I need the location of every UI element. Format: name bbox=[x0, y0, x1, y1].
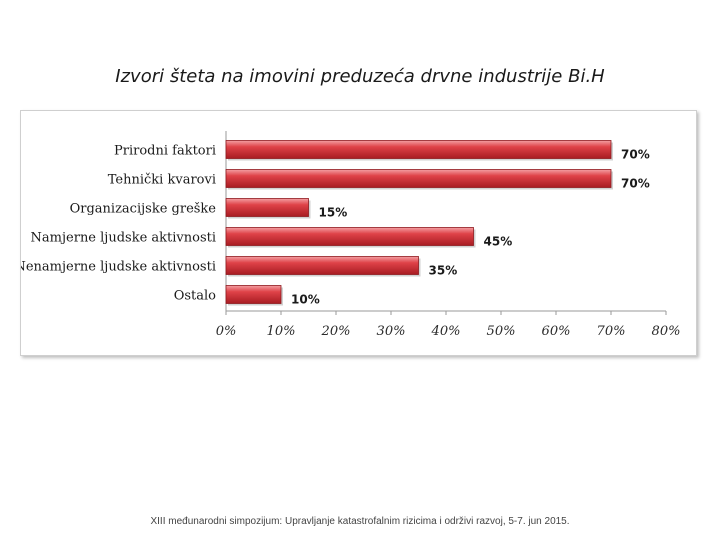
bar-chart: 0% 10% 20% 30% 40% 50% 60% 70% 80% Prirodni fakto… bbox=[21, 131, 681, 339]
category-label: Prirodni faktori bbox=[114, 144, 216, 159]
chart-frame: 0% 10% 20% 30% 40% 50% 60% 70% 80% Prirodni fakto… bbox=[20, 110, 697, 356]
bar bbox=[225, 227, 474, 246]
bar bbox=[225, 256, 419, 275]
x-tick-label: 20% bbox=[321, 324, 351, 339]
x-tick-label: 80% bbox=[652, 324, 681, 339]
footer-citation: XIII međunarodni simpozijum: Upravljanje… bbox=[150, 516, 570, 527]
bar bbox=[225, 169, 612, 188]
category-label: Tehnički kvarovi bbox=[108, 173, 216, 188]
x-tick-label: 30% bbox=[377, 324, 406, 339]
data-label: 70% bbox=[621, 177, 650, 191]
category-label: Organizacijske greške bbox=[70, 202, 217, 217]
x-tick-label: 10% bbox=[267, 324, 296, 339]
x-tick-label: 60% bbox=[542, 324, 571, 339]
data-label: 45% bbox=[484, 235, 513, 249]
x-tick-label: 0% bbox=[216, 324, 237, 339]
bar bbox=[225, 285, 282, 304]
category-label: Nenamjerne ljudske aktivnosti bbox=[21, 260, 216, 275]
slide-title: Izvori šteta na imovini preduzeća drvne … bbox=[115, 66, 605, 87]
x-tick-label: 50% bbox=[487, 324, 516, 339]
bar bbox=[225, 140, 612, 159]
x-tick-label: 70% bbox=[597, 324, 626, 339]
bar bbox=[225, 198, 309, 217]
data-label: 15% bbox=[319, 206, 348, 220]
x-tick-label: 40% bbox=[431, 324, 461, 339]
data-label: 35% bbox=[429, 264, 458, 278]
data-label: 10% bbox=[291, 293, 320, 307]
category-label: Namjerne ljudske aktivnosti bbox=[31, 231, 216, 246]
data-label: 70% bbox=[621, 148, 650, 162]
category-label: Ostalo bbox=[174, 289, 216, 304]
